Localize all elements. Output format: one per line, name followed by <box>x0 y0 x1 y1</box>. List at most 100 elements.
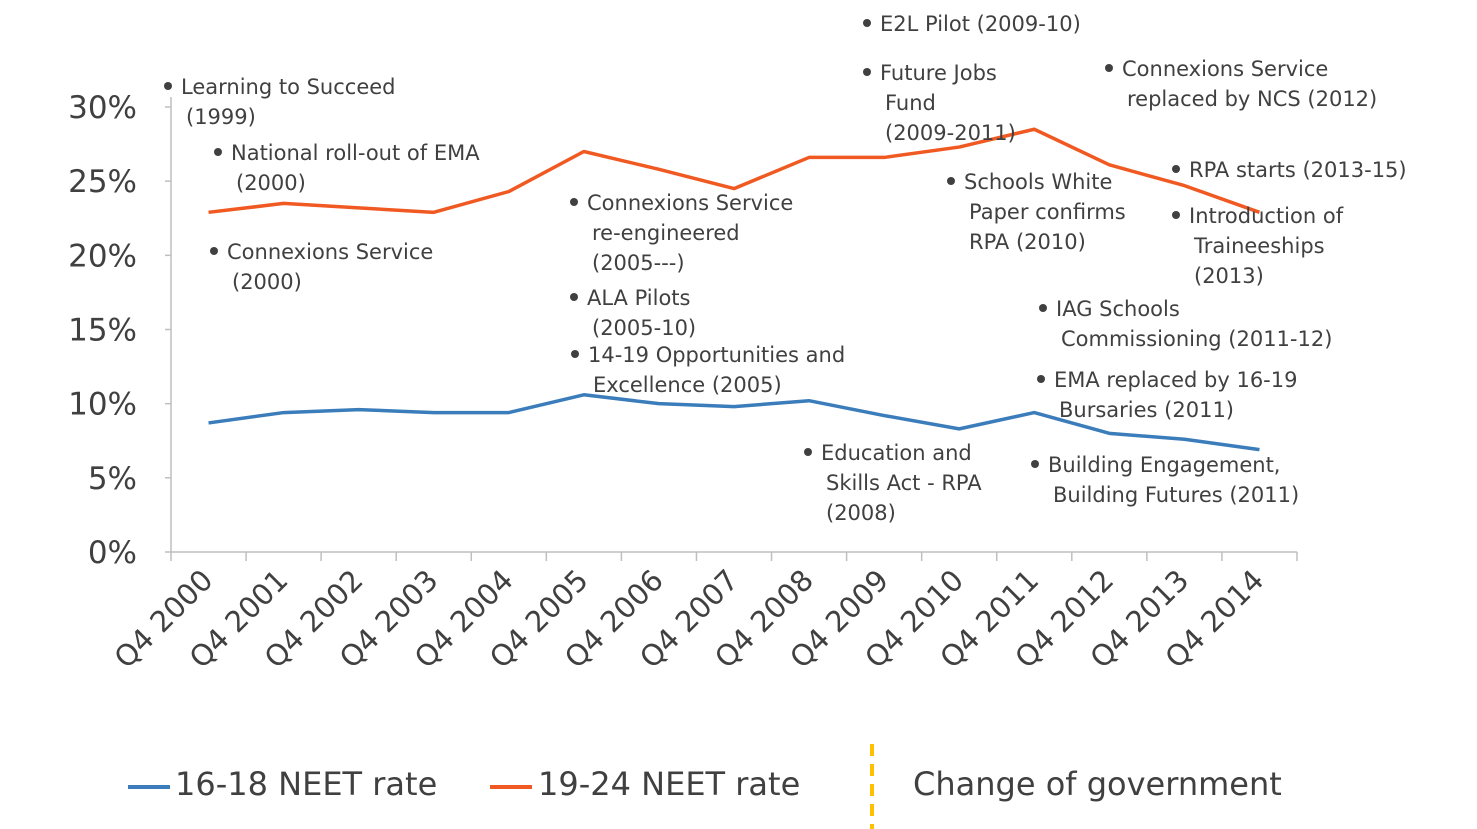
bullet-icon <box>1031 460 1039 468</box>
annotation-row: Connexions Service <box>570 188 793 218</box>
bullet-icon <box>570 198 578 206</box>
annotation: Learning to Succeed (1999) <box>164 72 396 132</box>
annotation-line: Fund <box>885 91 936 115</box>
annotation: IAG Schools Commissioning (2011-12) <box>1039 294 1332 354</box>
bullet-icon <box>863 68 871 76</box>
y-tick-label: 10% <box>68 387 137 423</box>
annotation-line: EMA replaced by 16-19 <box>1054 368 1298 392</box>
y-tick-label: 5% <box>88 461 137 497</box>
annotation: RPA starts (2013-15) <box>1172 155 1407 185</box>
annotation-line: E2L Pilot (2009-10) <box>880 12 1081 36</box>
legend-label-change-of-government: Change of government <box>913 765 1282 803</box>
bullet-icon <box>947 177 955 185</box>
annotation-line: Bursaries (2011) <box>1059 398 1234 422</box>
annotation-row: National roll-out of EMA <box>214 138 480 168</box>
annotation-line: re-engineered <box>592 221 740 245</box>
annotation-line: National roll-out of EMA <box>231 141 480 165</box>
bullet-icon <box>214 148 222 156</box>
annotation-line: RPA (2010) <box>969 230 1086 254</box>
bullet-icon <box>1037 375 1045 383</box>
annotation-row: (2005-10) <box>570 313 696 343</box>
annotation-row: (2000) <box>214 168 480 198</box>
annotation-line: (2008) <box>826 501 896 525</box>
annotation: ALA Pilots (2005-10) <box>570 283 696 343</box>
bullet-icon <box>570 293 578 301</box>
annotation-row: Building Engagement, <box>1031 450 1299 480</box>
annotation-row: (2009-2011) <box>863 118 1016 148</box>
annotation-row: Learning to Succeed <box>164 72 396 102</box>
annotation-row: replaced by NCS (2012) <box>1105 84 1377 114</box>
annotation-row: Schools White <box>947 167 1126 197</box>
annotation-line: ALA Pilots <box>587 286 691 310</box>
annotation-line: Skills Act - RPA <box>826 471 982 495</box>
annotation-line: 14-19 Opportunities and <box>588 343 846 367</box>
annotation-row: Excellence (2005) <box>571 370 845 400</box>
annotation-line: Traineeships <box>1194 234 1325 258</box>
y-tick-label: 20% <box>68 238 137 274</box>
annotation-row: RPA (2010) <box>947 227 1126 257</box>
annotation: Future Jobs Fund (2009-2011) <box>863 58 1016 148</box>
annotation: Connexions Service re-engineered (2005---) <box>570 188 793 278</box>
bullet-icon <box>1105 64 1113 72</box>
annotation: 14-19 Opportunities and Excellence (2005) <box>571 340 845 400</box>
bullet-icon <box>863 19 871 27</box>
bullet-icon <box>164 82 172 90</box>
annotation-line: (2000) <box>232 270 302 294</box>
annotation-line: Education and <box>821 441 972 465</box>
annotation-row: re-engineered <box>570 218 793 248</box>
annotation-row: (2000) <box>210 267 433 297</box>
annotation-row: ALA Pilots <box>570 283 696 313</box>
annotation-line: Connexions Service <box>227 240 434 264</box>
y-tick-label: 30% <box>68 90 137 126</box>
annotation-line: Schools White <box>964 170 1113 194</box>
annotation-row: 14-19 Opportunities and <box>571 340 845 370</box>
annotation-row: IAG Schools <box>1039 294 1332 324</box>
annotation-line: (2005-10) <box>592 316 697 340</box>
annotation-line: Future Jobs <box>880 61 997 85</box>
annotation: Schools White Paper confirms RPA (2010) <box>947 167 1126 257</box>
annotation-line: Introduction of <box>1189 204 1344 228</box>
annotation-line: (1999) <box>186 105 256 129</box>
annotation-line: (2009-2011) <box>885 121 1016 145</box>
annotation-row: Introduction of <box>1172 201 1343 231</box>
annotation-row: (1999) <box>164 102 396 132</box>
annotation: National roll-out of EMA (2000) <box>214 138 480 198</box>
annotation-row: Skills Act - RPA <box>804 468 982 498</box>
annotation: Education and Skills Act - RPA (2008) <box>804 438 982 528</box>
annotation-line: Connexions Service <box>1122 57 1329 81</box>
annotation-line: Connexions Service <box>587 191 794 215</box>
annotation-line: Building Futures (2011) <box>1053 483 1300 507</box>
annotation: Introduction of Traineeships (2013) <box>1172 201 1343 291</box>
annotation-line: Paper confirms <box>969 200 1126 224</box>
legend-label-19-24: 19-24 NEET rate <box>538 765 801 803</box>
annotation-line: RPA starts (2013-15) <box>1189 158 1407 182</box>
annotation-row: E2L Pilot (2009-10) <box>863 9 1081 39</box>
annotation-line: Learning to Succeed <box>181 75 396 99</box>
annotation-row: RPA starts (2013-15) <box>1172 155 1407 185</box>
legend-label-16-18: 16-18 NEET rate <box>175 765 438 803</box>
annotation-row: Fund <box>863 88 1016 118</box>
bullet-icon <box>210 247 218 255</box>
annotation-row: Connexions Service <box>1105 54 1377 84</box>
bullet-icon <box>1172 165 1180 173</box>
annotation-line: (2005---) <box>592 251 685 275</box>
annotation-row: EMA replaced by 16-19 <box>1037 365 1297 395</box>
y-tick-label: 15% <box>68 313 137 349</box>
annotation-row: Future Jobs <box>863 58 1016 88</box>
annotation: Building Engagement, Building Futures (20… <box>1031 450 1299 510</box>
annotation-line: IAG Schools <box>1056 297 1180 321</box>
annotation-row: Traineeships <box>1172 231 1343 261</box>
annotation-row: (2008) <box>804 498 982 528</box>
annotation-row: Building Futures (2011) <box>1031 480 1299 510</box>
annotation-row: Bursaries (2011) <box>1037 395 1297 425</box>
annotation-line: Commissioning (2011-12) <box>1061 327 1333 351</box>
bullet-icon <box>571 350 579 358</box>
bullet-icon <box>1172 211 1180 219</box>
y-tick-label: 0% <box>88 535 137 571</box>
annotation-row: Connexions Service <box>210 237 433 267</box>
annotation: Connexions Service replaced by NCS (2012) <box>1105 54 1377 114</box>
bullet-icon <box>1039 304 1047 312</box>
annotation: E2L Pilot (2009-10) <box>863 9 1081 39</box>
annotation-row: Commissioning (2011-12) <box>1039 324 1332 354</box>
